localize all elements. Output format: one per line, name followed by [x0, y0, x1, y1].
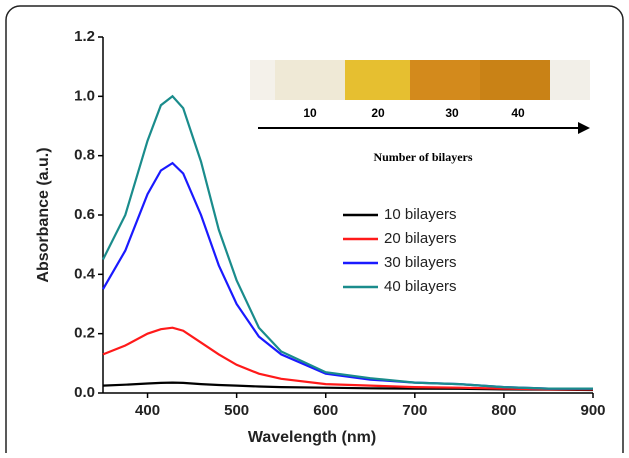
y-tick-label: 1.0 — [74, 87, 95, 104]
y-tick-label: 0.4 — [74, 265, 96, 282]
y-tick-label: 0.0 — [74, 384, 95, 401]
series-line — [102, 326, 593, 391]
inset-caption: Number of bilayers — [373, 150, 472, 164]
inset-label: 40 — [511, 106, 525, 120]
x-tick-label: 500 — [224, 402, 249, 419]
y-tick-label: 0.6 — [74, 206, 95, 223]
inset-strip — [250, 60, 590, 100]
inset-label: 20 — [371, 106, 385, 120]
arrow-head — [578, 122, 590, 134]
legend-label: 20 bilayers — [384, 230, 457, 247]
y-tick-label: 0.2 — [74, 325, 95, 342]
legend-label: 10 bilayers — [384, 206, 457, 223]
x-tick-label: 900 — [580, 402, 605, 419]
series-line — [102, 94, 593, 390]
x-tick-label: 800 — [491, 402, 516, 419]
x-tick-label: 400 — [135, 402, 160, 419]
x-tick-label: 600 — [313, 402, 338, 419]
frame — [5, 5, 624, 458]
x-axis-label: Wavelength (nm) — [248, 429, 376, 446]
y-axis-label: Absorbance (a.u.) — [35, 147, 52, 282]
series-line — [102, 161, 593, 390]
y-tick-label: 1.2 — [74, 28, 95, 45]
inset-label: 30 — [445, 106, 459, 120]
x-tick-label: 700 — [402, 402, 427, 419]
legend-label: 30 bilayers — [384, 254, 457, 271]
inset-label: 10 — [303, 106, 317, 120]
legend-label: 40 bilayers — [384, 278, 457, 295]
y-tick-label: 0.8 — [74, 147, 95, 164]
